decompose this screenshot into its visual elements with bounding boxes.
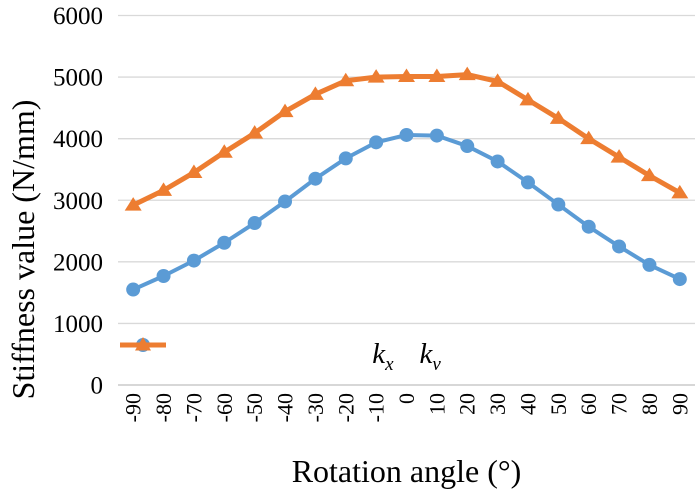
legend-label-kv: kv xyxy=(419,337,441,375)
kv-marker xyxy=(398,68,415,82)
kx-marker xyxy=(247,216,262,231)
kv-marker xyxy=(337,72,355,87)
x-tick-label: 10 xyxy=(424,393,449,415)
kx-marker xyxy=(126,282,141,297)
kv-marker xyxy=(215,144,233,158)
kx-marker xyxy=(642,257,657,272)
kv-marker xyxy=(367,69,385,83)
legend-item-kx: kx xyxy=(120,337,394,375)
kv-marker xyxy=(306,86,324,100)
kv-marker xyxy=(185,164,203,179)
kv-marker xyxy=(549,110,567,124)
kx-marker xyxy=(308,171,323,186)
x-tick-label: -60 xyxy=(212,393,237,422)
kx-marker xyxy=(490,154,505,169)
y-tick-label: 5000 xyxy=(53,65,103,92)
x-tick-label: -20 xyxy=(333,393,358,422)
kx-marker xyxy=(186,253,201,268)
y-tick-label: 1000 xyxy=(53,311,103,338)
y-tick-label: 0 xyxy=(91,373,104,400)
kv-marker xyxy=(671,184,689,199)
y-tick-label: 6000 xyxy=(53,3,103,30)
kx-marker xyxy=(338,151,353,166)
legend-item-kv: kv xyxy=(120,337,441,375)
y-axis-title: Stiffness value (N/mm) xyxy=(5,99,41,400)
x-tick-label: -40 xyxy=(273,393,298,422)
x-tick-label: 20 xyxy=(455,393,480,415)
kv-marker xyxy=(519,91,537,106)
kx-marker xyxy=(520,175,535,190)
kv-marker xyxy=(276,103,294,118)
kv-legend-marker-icon xyxy=(120,337,166,351)
x-tick-label: 50 xyxy=(546,393,571,415)
kx-marker xyxy=(217,235,232,250)
x-tick-label: 60 xyxy=(576,393,601,415)
kx-marker xyxy=(278,194,293,209)
x-tick-label: -80 xyxy=(151,393,176,422)
kx-marker xyxy=(156,268,171,283)
kv-marker xyxy=(246,125,264,139)
kv-marker xyxy=(580,130,598,145)
x-tick-label: 80 xyxy=(637,393,662,415)
y-tick-label: 4000 xyxy=(53,126,103,153)
x-tick-label: -50 xyxy=(242,393,267,422)
kx-marker xyxy=(672,272,687,287)
kv-marker xyxy=(155,182,173,196)
x-tick-label: -30 xyxy=(303,393,328,422)
legend-label-kx: kx xyxy=(372,337,394,375)
x-tick-label: 0 xyxy=(394,393,419,404)
kx-marker xyxy=(429,128,444,143)
x-tick-label: 30 xyxy=(485,393,510,415)
kv-marker xyxy=(489,73,507,87)
x-tick-label: 40 xyxy=(515,393,540,415)
x-tick-label: -10 xyxy=(364,393,389,422)
kv-marker xyxy=(640,167,658,182)
kv-marker xyxy=(458,66,476,81)
y-tick-label: 2000 xyxy=(53,249,103,276)
kx-marker xyxy=(369,135,384,150)
x-axis-title: Rotation angle (°) xyxy=(291,453,522,489)
kx-marker xyxy=(399,127,414,142)
kx-marker xyxy=(551,197,566,212)
kx-marker xyxy=(460,139,475,154)
x-tick-label: -70 xyxy=(181,393,206,422)
kx-marker xyxy=(581,219,596,234)
kv-marker xyxy=(124,197,142,211)
kv-marker xyxy=(428,68,446,82)
y-tick-label: 3000 xyxy=(53,188,103,215)
x-tick-label: -90 xyxy=(121,393,146,422)
kx-marker xyxy=(612,239,627,254)
kv-marker xyxy=(610,149,628,163)
x-tick-label: 70 xyxy=(607,393,632,415)
legend: kx kv xyxy=(118,334,695,374)
x-tick-label: 90 xyxy=(667,393,692,415)
